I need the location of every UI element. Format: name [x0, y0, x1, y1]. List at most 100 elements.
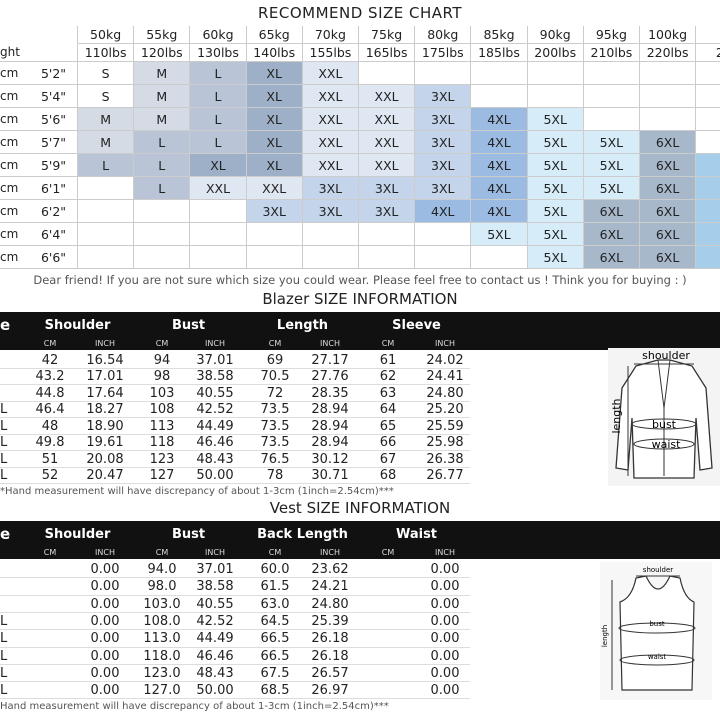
- measure: 66: [379, 435, 397, 451]
- size-cell: 6XL: [640, 246, 697, 269]
- size-cell: 4XL: [471, 154, 528, 177]
- unit-header: CM: [43, 547, 57, 557]
- unit: cm: [0, 62, 30, 85]
- measure: 66.5: [260, 631, 290, 647]
- size-cell: 3XL: [359, 177, 416, 200]
- size-cell: 7: [696, 200, 720, 223]
- measure: 0.00: [90, 648, 120, 664]
- measure: 26.38: [426, 451, 464, 467]
- size-cell: 3XL: [415, 108, 472, 131]
- size-cell: [302, 223, 359, 246]
- row-line: [0, 698, 470, 700]
- measure: 68: [379, 468, 397, 484]
- height: 5'4": [30, 85, 78, 108]
- measure: 16.54: [86, 352, 124, 368]
- size-cell: [134, 246, 191, 269]
- measure: 73.5: [260, 435, 290, 451]
- measure: 64.5: [260, 614, 290, 630]
- table-title: Vest SIZE INFORMATION: [269, 499, 451, 517]
- measure: 24.80: [311, 596, 349, 612]
- column-header: Shoulder: [44, 317, 111, 333]
- weight-kg: 60kg: [190, 26, 247, 44]
- size-cell: [696, 108, 720, 131]
- measure: 37.01: [196, 562, 234, 578]
- size-label: L: [0, 435, 8, 451]
- size-label: L: [0, 648, 8, 664]
- size-cell: [640, 62, 697, 85]
- measure: 0.00: [90, 683, 120, 699]
- size-cell: 7: [696, 154, 720, 177]
- measure: 103.0: [143, 596, 181, 612]
- measure: 63: [379, 385, 397, 401]
- size-cell: 4XL: [471, 200, 528, 223]
- size-cell: M: [134, 85, 191, 108]
- measure: 50.00: [196, 683, 234, 699]
- row-line: [0, 466, 470, 468]
- measure: 38.58: [196, 369, 234, 385]
- weight-lbs: 130lbs: [190, 44, 247, 62]
- measure: 108: [149, 402, 175, 418]
- row-line: [0, 450, 470, 451]
- weight-kg: 80kg: [415, 26, 472, 44]
- height: 6'2": [30, 200, 78, 223]
- weight-lbs: 140lbs: [246, 44, 303, 62]
- measure: 0.00: [90, 631, 120, 647]
- size-cell: 5XL: [471, 223, 528, 246]
- corner-cell: ght: [0, 26, 78, 62]
- measure: 17.64: [86, 385, 124, 401]
- column-header: Sleeve: [392, 317, 441, 333]
- size-cell: XL: [246, 154, 303, 177]
- size-header: e: [0, 525, 11, 543]
- size-cell: XL: [246, 62, 303, 85]
- size-cell: [527, 62, 584, 85]
- measure: 108.0: [143, 614, 181, 630]
- size-cell: 6XL: [583, 200, 640, 223]
- length-label: length: [610, 398, 623, 433]
- size-cell: XL: [246, 131, 303, 154]
- measure: 49.8: [35, 435, 65, 451]
- unit: cm: [0, 108, 30, 131]
- measure: 72: [266, 385, 284, 401]
- size-label: L: [0, 665, 8, 681]
- weight-lbs: 24: [696, 44, 720, 62]
- measure: 25.98: [426, 435, 464, 451]
- size-cell: 3XL: [246, 200, 303, 223]
- measure: 127: [149, 468, 175, 484]
- measure: 44.49: [196, 631, 234, 647]
- size-cell: [134, 200, 191, 223]
- measure: 73.5: [260, 418, 290, 434]
- measure: 0.00: [430, 579, 460, 595]
- size-cell: 7: [696, 177, 720, 200]
- size-cell: 3XL: [359, 200, 416, 223]
- measure: 26.18: [311, 631, 349, 647]
- unit-header: CM: [155, 547, 169, 557]
- measure: 24.21: [311, 579, 349, 595]
- chart-note: Dear friend! If you are not sure which s…: [33, 273, 687, 287]
- size-cell: 3XL: [415, 131, 472, 154]
- weight-kg: 55kg: [134, 26, 191, 44]
- weight-lbs: 110lbs: [78, 44, 135, 62]
- measure: 27.17: [311, 352, 349, 368]
- column-header: Bust: [171, 526, 206, 542]
- measure: 0.00: [90, 614, 120, 630]
- bust-line: [631, 418, 697, 430]
- size-cell: 3XL: [415, 177, 472, 200]
- measure: 27.76: [311, 369, 349, 385]
- measure: 48.43: [196, 451, 234, 467]
- size-cell: XXL: [359, 154, 416, 177]
- size-cell: L: [190, 131, 247, 154]
- measure: 73.5: [260, 402, 290, 418]
- size-label: L: [0, 468, 8, 484]
- row-line: [0, 384, 470, 385]
- size-cell: [471, 62, 528, 85]
- unit-header: CM: [268, 338, 282, 348]
- unit-header: INCH: [205, 547, 225, 557]
- measure: 0.00: [430, 683, 460, 699]
- unit-header: INCH: [205, 338, 225, 348]
- measure: 63.0: [260, 596, 290, 612]
- measure: 28.94: [311, 435, 349, 451]
- bust-label: bust: [652, 418, 677, 431]
- table-title: Blazer SIZE INFORMATION: [262, 290, 458, 308]
- measure: 67.5: [260, 665, 290, 681]
- unit-header: CM: [381, 547, 395, 557]
